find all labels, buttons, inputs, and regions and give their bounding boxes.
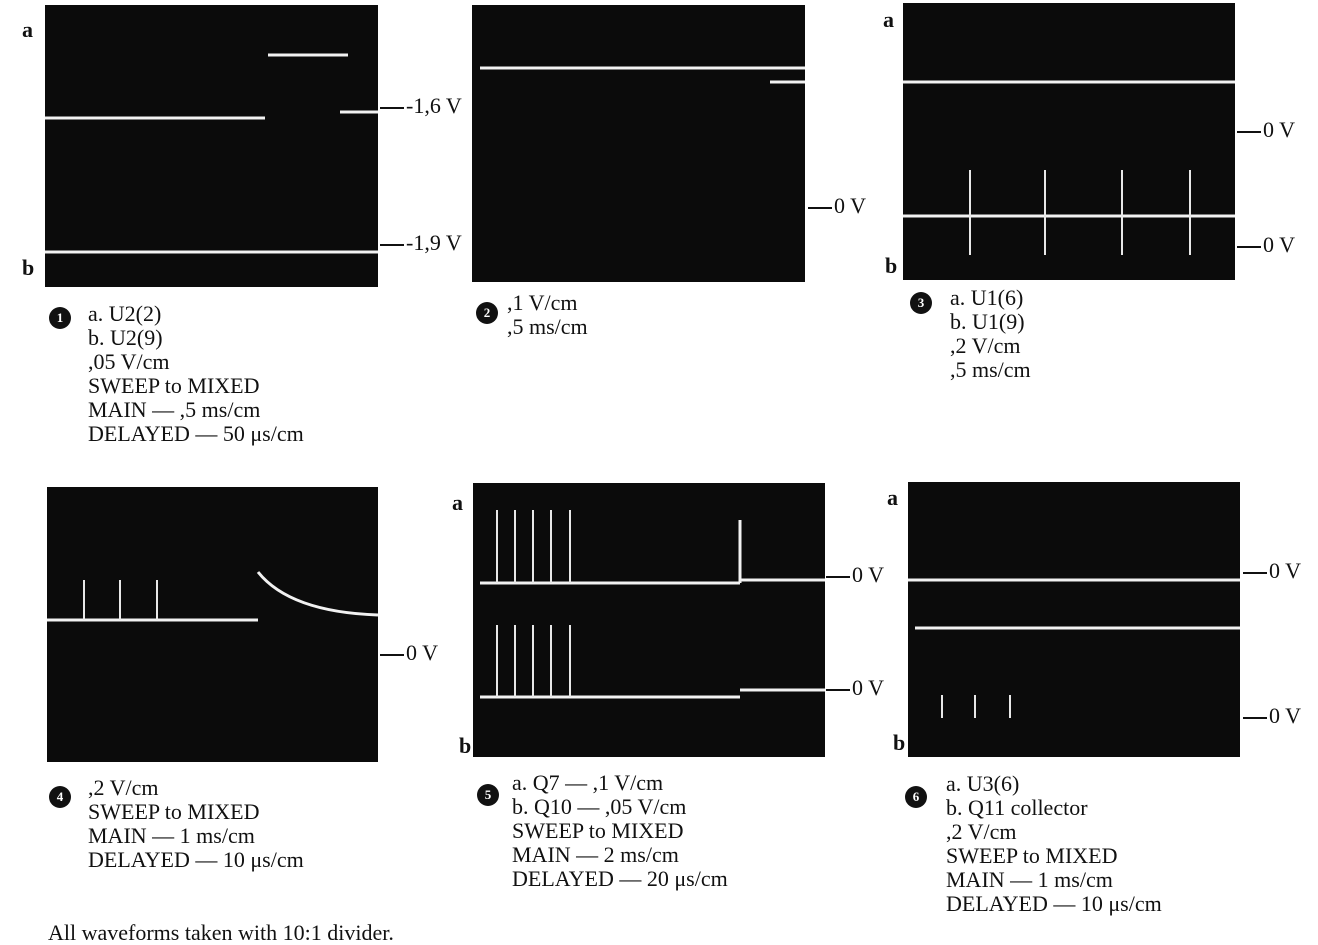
level-label: 0 V xyxy=(1269,703,1301,728)
caption-line: DELAYED — 50 μs/cm xyxy=(88,421,304,446)
caption-line: ,5 ms/cm xyxy=(507,314,588,339)
caption-line: DELAYED — 10 μs/cm xyxy=(88,847,304,872)
step-badge xyxy=(477,784,499,806)
trace xyxy=(45,53,378,254)
caption-line: a. U2(2) xyxy=(88,301,161,326)
step-badge xyxy=(910,292,932,314)
caption-line: SWEEP to MIXED xyxy=(88,373,260,398)
step-number: 1 xyxy=(57,310,64,325)
caption-line: MAIN — ,5 ms/cm xyxy=(88,397,260,422)
scope-photo xyxy=(472,5,805,282)
step-number: 6 xyxy=(913,789,920,804)
scope-photo xyxy=(473,483,825,757)
caption-line: ,2 V/cm xyxy=(946,819,1016,844)
caption-line: b. Q11 collector xyxy=(946,795,1088,820)
spikes xyxy=(969,170,1191,255)
trace-label: b xyxy=(459,733,471,758)
spikes xyxy=(83,580,158,620)
step-badge xyxy=(905,786,927,808)
spikes xyxy=(496,510,571,697)
caption-line: SWEEP to MIXED xyxy=(946,843,1118,868)
step-number: 3 xyxy=(918,295,925,310)
scope-photo xyxy=(903,3,1235,280)
caption-line: SWEEP to MIXED xyxy=(88,799,260,824)
level-label: 0 V xyxy=(834,193,866,218)
trace xyxy=(908,578,1240,630)
trace xyxy=(47,571,379,622)
caption-line: b. Q10 — ,05 V/cm xyxy=(512,794,686,819)
footer-note: All waveforms taken with 10:1 divider. xyxy=(48,920,394,945)
caption-line: ,05 V/cm xyxy=(88,349,169,374)
scope-photo xyxy=(45,5,378,287)
traces xyxy=(45,53,1240,718)
caption-line: a. U3(6) xyxy=(946,771,1019,796)
caption-line: b. U2(9) xyxy=(88,325,163,350)
trace xyxy=(480,66,805,84)
level-label: 0 V xyxy=(406,640,438,665)
level-label: 0 V xyxy=(852,675,884,700)
trace-label: b xyxy=(885,253,897,278)
step-badge xyxy=(49,786,71,808)
trace-label: b xyxy=(22,255,34,280)
caption-line: ,2 V/cm xyxy=(950,333,1020,358)
caption-line: SWEEP to MIXED xyxy=(512,818,684,843)
spikes xyxy=(941,695,1011,718)
scope-photo xyxy=(908,482,1240,757)
scope-photo xyxy=(47,487,378,762)
caption-line: MAIN — 1 ms/cm xyxy=(88,823,255,848)
caption-line: b. U1(9) xyxy=(950,309,1025,334)
level-label: -1,6 V xyxy=(406,93,462,118)
caption-line: ,1 V/cm xyxy=(507,290,577,315)
caption-line: DELAYED — 20 μs/cm xyxy=(512,866,728,891)
level-label: 0 V xyxy=(852,562,884,587)
caption-line: ,5 ms/cm xyxy=(950,357,1031,382)
step-number: 5 xyxy=(485,787,492,802)
caption-line: a. U1(6) xyxy=(950,285,1023,310)
trace-label: a xyxy=(887,485,898,510)
trace xyxy=(903,80,1235,218)
step-badge xyxy=(476,302,498,324)
trace-label: a xyxy=(22,17,33,42)
trace-label: a xyxy=(883,7,894,32)
level-label: 0 V xyxy=(1269,558,1301,583)
caption-line: MAIN — 2 ms/cm xyxy=(512,842,679,867)
step-number: 4 xyxy=(57,789,64,804)
photos xyxy=(45,3,1240,762)
caption-line: MAIN — 1 ms/cm xyxy=(946,867,1113,892)
level-label: 0 V xyxy=(1263,117,1295,142)
caption-line: a. Q7 — ,1 V/cm xyxy=(512,770,663,795)
caption-line: DELAYED — 10 μs/cm xyxy=(946,891,1162,916)
level-label: 0 V xyxy=(1263,232,1295,257)
trace-label: a xyxy=(452,490,463,515)
trace-label: b xyxy=(893,730,905,755)
trace xyxy=(480,520,825,699)
level-label: -1,9 V xyxy=(406,230,462,255)
step-number: 2 xyxy=(484,305,491,320)
caption-line: ,2 V/cm xyxy=(88,775,158,800)
step-badge xyxy=(49,307,71,329)
